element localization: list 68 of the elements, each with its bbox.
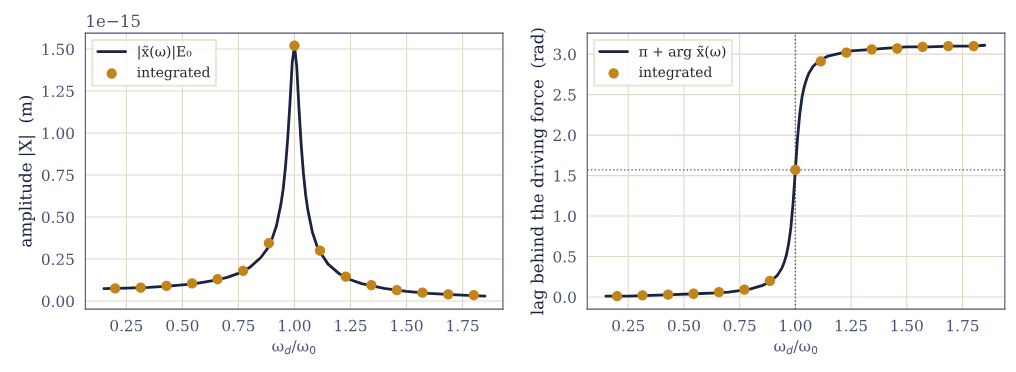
point xyxy=(866,44,877,55)
point xyxy=(263,237,275,249)
x-tick-label: 1.25 xyxy=(335,319,367,332)
y-tick-label: 2.0 xyxy=(553,129,576,142)
y-tick-label: 1.00 xyxy=(42,127,74,140)
y-tick-label: 3.0 xyxy=(553,48,576,61)
y-tick-label: 1.0 xyxy=(554,210,576,223)
x-axis-title: ω$_{d}$/ω$_{0}$ xyxy=(272,340,316,355)
point xyxy=(186,278,198,289)
x-axis-title: ω$_{d}$/ω$_{0}$ xyxy=(774,340,818,355)
point xyxy=(713,286,725,298)
point xyxy=(237,265,249,276)
x-tick-label: 0.50 xyxy=(166,319,199,332)
point xyxy=(212,274,223,285)
point xyxy=(110,283,121,294)
y-tick-label: 0.5 xyxy=(553,250,576,263)
point xyxy=(417,287,428,298)
x-tick-label: 0.50 xyxy=(667,319,700,332)
point xyxy=(391,285,403,296)
text: 1e−15 xyxy=(87,14,140,28)
y-axis-title: amplitude |X| (m) xyxy=(18,96,36,247)
line-series xyxy=(604,43,987,298)
x-tick-label: 0.25 xyxy=(612,319,645,332)
point xyxy=(790,164,801,176)
x-tick-label: 1.75 xyxy=(447,319,479,332)
x-tick-label: 1.50 xyxy=(391,319,423,332)
point xyxy=(340,271,351,282)
y-tick-label: 2.5 xyxy=(553,89,576,101)
y-tick-label: 0.50 xyxy=(41,211,74,224)
x-tick-label: 0.75 xyxy=(723,319,756,332)
point xyxy=(662,289,674,300)
point xyxy=(314,245,326,256)
point xyxy=(739,284,750,295)
y-tick-label: 0.00 xyxy=(41,295,74,308)
y-tick-label: 0.75 xyxy=(41,169,74,182)
point xyxy=(892,43,903,54)
y-tick-label: 1.25 xyxy=(42,85,74,98)
x-tick-label: 1.75 xyxy=(947,319,979,332)
point xyxy=(688,288,699,299)
legend-label: integrated xyxy=(137,66,211,81)
x-tick-label: 1.25 xyxy=(835,319,867,332)
point xyxy=(815,56,826,67)
y-tick-label: 0.0 xyxy=(553,291,576,304)
x-tick-label: 1.00 xyxy=(279,319,311,332)
y-tick-label: 1.5 xyxy=(554,170,576,182)
legend-label: integrated xyxy=(639,66,712,81)
legend-label: |x̃(ω)|E₀ xyxy=(138,45,192,60)
point xyxy=(637,290,648,301)
point xyxy=(764,275,776,286)
point xyxy=(968,40,979,52)
point xyxy=(943,40,954,52)
legend-label: π + arg x̃(ω) xyxy=(639,45,726,60)
y-tick-label: 0.25 xyxy=(41,253,74,266)
point xyxy=(366,279,377,291)
point xyxy=(135,282,146,293)
x-tick-label: 1.00 xyxy=(780,319,812,332)
y-tick-label: 1.50 xyxy=(42,43,74,56)
x-tick-label: 1.50 xyxy=(891,319,923,332)
x-tick-label: 0.25 xyxy=(110,319,143,332)
point xyxy=(443,289,454,300)
point xyxy=(289,40,300,51)
point xyxy=(841,47,852,58)
x-tick-label: 0.75 xyxy=(222,319,255,332)
y-axis-title: lag behind the driving force (rad) xyxy=(530,28,547,315)
point xyxy=(611,291,623,302)
point xyxy=(161,280,172,292)
point xyxy=(468,290,479,301)
point xyxy=(917,41,928,53)
